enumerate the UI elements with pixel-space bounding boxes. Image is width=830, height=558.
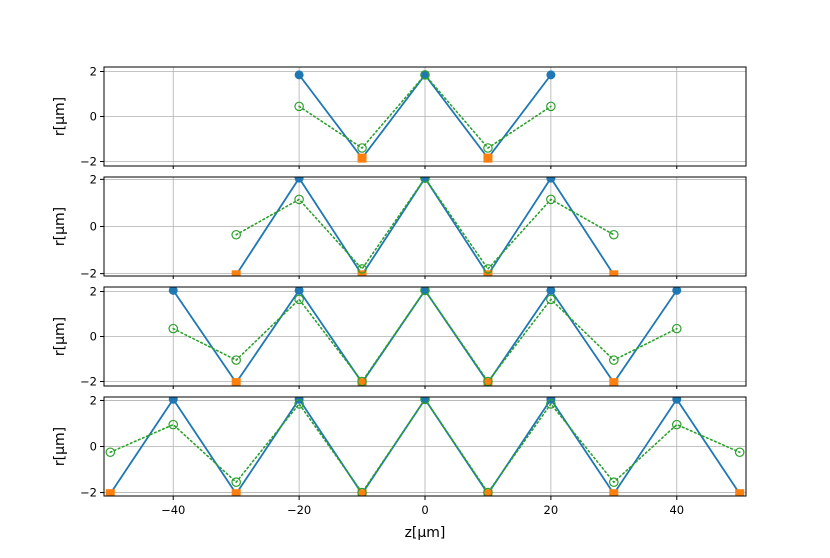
blue-marker — [546, 397, 556, 404]
grid — [104, 177, 746, 276]
panels: −202r[μm]−202r[μm]−202r[μm]−202r[μm]−40−… — [52, 65, 747, 517]
blue-marker — [420, 397, 430, 404]
data-layer — [168, 287, 682, 386]
y-axis-label: r[μm] — [52, 207, 68, 246]
green-marker — [546, 294, 556, 305]
green-marker — [231, 477, 241, 487]
orange-marker — [357, 378, 367, 386]
blue-marker — [546, 70, 556, 80]
green-marker — [609, 355, 619, 365]
green-marker — [357, 487, 367, 496]
green-marker — [231, 355, 241, 365]
orange-marker — [735, 489, 745, 496]
y-tick-label: −2 — [80, 155, 97, 169]
x-tick-label: 0 — [421, 503, 428, 517]
green-marker — [546, 194, 556, 205]
blue-marker — [168, 397, 178, 404]
y-axis-label: r[μm] — [52, 427, 68, 466]
green-marker — [483, 143, 493, 153]
green-marker — [734, 447, 745, 458]
y-tick-label: 2 — [90, 285, 97, 299]
green-marker — [420, 397, 430, 405]
green-marker — [105, 447, 116, 458]
y-axis-label: r[μm] — [52, 97, 68, 136]
green-marker — [609, 477, 619, 487]
orange-marker — [609, 270, 619, 276]
x-axis-label: z[μm] — [405, 525, 446, 541]
green-marker — [294, 194, 304, 205]
x-tick-label: −20 — [287, 503, 311, 517]
blue-marker — [420, 287, 430, 295]
y-tick-label: 2 — [90, 393, 97, 407]
panel-2: −2 0 2 r[μm] — [52, 172, 747, 281]
orange-marker — [609, 378, 619, 386]
orange-marker — [609, 489, 619, 496]
green-marker — [420, 70, 430, 80]
green-marker — [294, 101, 304, 112]
green-dotted-line — [172, 288, 678, 383]
x-tick-label: 40 — [669, 503, 684, 517]
green-marker — [168, 419, 179, 430]
y-tick-label: 2 — [90, 65, 97, 79]
y-tick-label: 0 — [90, 330, 97, 344]
orange-marker — [231, 378, 241, 386]
y-tick-label: 0 — [90, 110, 97, 124]
green-marker — [546, 399, 556, 409]
green-marker — [609, 229, 619, 240]
blue-marker — [420, 70, 430, 80]
green-marker — [483, 264, 493, 274]
panel-3: −2 0 2 r[μm] — [52, 285, 747, 389]
y-tick-label: 0 — [90, 440, 97, 454]
orange-marker — [231, 489, 241, 496]
green-marker — [420, 177, 430, 183]
x-tick-label: −40 — [161, 503, 185, 517]
orange-marker — [105, 489, 115, 496]
x-tick-label: 20 — [544, 503, 559, 517]
orange-marker — [483, 153, 493, 163]
blue-marker — [294, 287, 304, 295]
green-marker — [231, 229, 241, 240]
panel-1: −2 0 2 r[μm] — [52, 65, 747, 169]
green-marker — [420, 287, 430, 296]
green-marker — [357, 143, 367, 153]
y-tick-label: −2 — [80, 375, 97, 389]
green-marker — [671, 323, 682, 334]
y-tick-label: −2 — [80, 486, 97, 500]
blue-marker — [294, 177, 304, 183]
blue-marker — [294, 70, 304, 80]
data-layer — [294, 70, 556, 163]
green-marker — [294, 294, 304, 305]
blue-marker — [672, 397, 682, 404]
green-marker — [357, 264, 367, 274]
y-tick-label: 2 — [90, 172, 97, 186]
y-tick-label: −2 — [80, 267, 97, 281]
green-marker — [168, 323, 179, 334]
green-marker — [294, 399, 304, 409]
orange-marker — [483, 489, 493, 496]
y-tick-label: 0 — [90, 220, 97, 234]
blue-marker — [168, 287, 178, 295]
y-axis-label: r[μm] — [52, 317, 68, 356]
green-marker — [483, 487, 493, 496]
green-marker — [546, 101, 556, 112]
data-layer — [105, 397, 745, 496]
blue-marker — [672, 287, 682, 295]
data-layer — [231, 177, 619, 276]
orange-marker — [357, 153, 367, 163]
blue-marker — [546, 287, 556, 295]
grid — [104, 287, 746, 386]
blue-marker — [546, 177, 556, 183]
green-marker — [671, 419, 682, 430]
orange-marker — [357, 489, 367, 496]
grid — [104, 67, 746, 166]
orange-marker — [231, 270, 241, 276]
orange-marker — [483, 378, 493, 386]
blue-marker — [294, 397, 304, 404]
grid — [104, 397, 746, 496]
